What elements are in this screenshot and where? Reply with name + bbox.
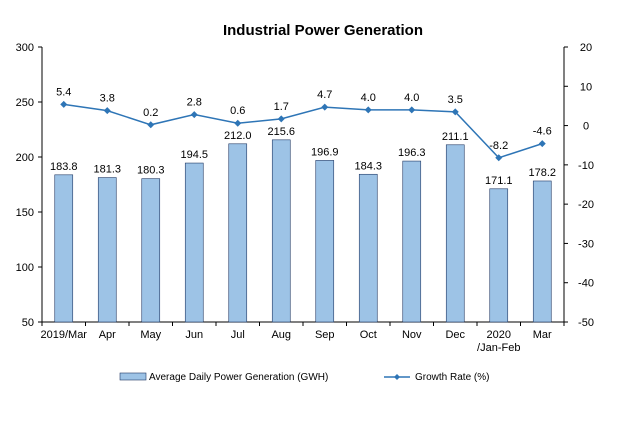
x-tick-label: Mar: [533, 329, 552, 341]
line-point: [495, 154, 503, 162]
x-tick-label: Dec: [445, 329, 465, 341]
bar-value-label: 211.1: [442, 131, 469, 143]
bar: [532, 180, 552, 323]
line-value-label: 4.0: [404, 92, 419, 104]
x-tick-label: Apr: [99, 329, 116, 341]
line-point: [364, 106, 372, 114]
line-point: [147, 121, 155, 129]
bar-value-label: 178.2: [528, 167, 556, 179]
line-point: [277, 115, 285, 123]
bar-value-label: 196.3: [398, 147, 426, 159]
bar: [445, 144, 465, 323]
line-point: [538, 140, 546, 148]
line-value-label: 4.7: [317, 89, 332, 101]
bar: [228, 143, 248, 323]
line-value-label: 3.8: [100, 93, 115, 105]
line-value-label: 4.0: [361, 92, 376, 104]
x-tick-label: May: [140, 329, 161, 341]
left-tick-label: 150: [16, 207, 34, 219]
right-tick-label: -40: [578, 278, 594, 290]
data-labels: 183.8 181.3 180.3 194.5 212.0 215.6 196.9 184.3…: [50, 86, 556, 186]
line-point: [103, 107, 111, 115]
line-point: [190, 111, 198, 119]
line-value-label: -8.2: [489, 140, 508, 152]
bar: [271, 139, 291, 323]
bar-value-label: 183.8: [50, 161, 78, 173]
x-tick-label: Aug: [271, 329, 291, 341]
left-tick-label: 50: [22, 317, 34, 329]
x-tick-label: 2020/Jan-Feb: [477, 329, 520, 354]
legend-line-label: Growth Rate (%): [415, 372, 489, 383]
bar-value-label: 180.3: [137, 165, 165, 177]
bar-value-label: 184.3: [354, 160, 382, 172]
axes: 3002502001501005020100-10-20-30-40-50201…: [16, 42, 594, 354]
bar-value-label: 215.6: [267, 126, 295, 138]
line-value-label: -4.6: [533, 126, 552, 138]
bar: [315, 160, 335, 323]
left-tick-label: 300: [16, 42, 34, 54]
line-value-label: 2.8: [187, 97, 202, 109]
right-tick-label: 20: [580, 42, 592, 54]
x-tick-label: Jun: [185, 329, 203, 341]
bar-series: [54, 139, 552, 323]
bar-value-label: 196.9: [311, 146, 339, 158]
x-tick-label: Nov: [402, 329, 422, 341]
legend-line-marker: [394, 374, 400, 380]
line-point: [60, 100, 68, 108]
line-series: [60, 100, 546, 162]
left-tick-label: 200: [16, 152, 34, 164]
line-point: [408, 106, 416, 114]
right-tick-label: 0: [583, 121, 589, 133]
line-point: [234, 119, 242, 127]
legend: Average Daily Power Generation (GWH) Gro…: [119, 372, 489, 383]
right-tick-label: -50: [578, 317, 594, 329]
right-tick-label: -10: [578, 160, 594, 172]
line-point: [451, 108, 459, 116]
line-value-label: 0.6: [230, 105, 245, 117]
x-tick-label: Jul: [231, 329, 245, 341]
x-tick-label: Oct: [360, 329, 377, 341]
bar: [489, 188, 509, 323]
bar-value-label: 194.5: [180, 149, 208, 161]
line-point: [321, 103, 329, 111]
right-tick-label: -20: [578, 199, 594, 211]
legend-bar-swatch: [119, 372, 147, 381]
growth-rate-line: [63, 103, 543, 159]
left-tick-label: 100: [16, 262, 34, 274]
line-value-label: 1.7: [274, 101, 289, 113]
bar: [141, 178, 161, 323]
x-tick-label: 2019/Mar: [41, 329, 88, 341]
bar: [358, 173, 378, 323]
bar-value-label: 212.0: [224, 130, 252, 142]
line-value-label: 5.4: [56, 86, 71, 98]
bar: [402, 160, 422, 323]
line-value-label: 0.2: [143, 107, 158, 119]
x-tick-label: Sep: [315, 329, 335, 341]
bar: [97, 177, 117, 323]
bar-value-label: 171.1: [485, 175, 513, 187]
bar: [184, 162, 204, 323]
right-tick-label: -30: [578, 238, 594, 250]
legend-bar-label: Average Daily Power Generation (GWH): [149, 372, 328, 383]
right-tick-label: 10: [580, 81, 592, 93]
line-value-label: 3.5: [448, 94, 463, 106]
bar: [54, 174, 74, 323]
left-tick-label: 250: [16, 97, 34, 109]
chart-title: Industrial Power Generation: [223, 22, 423, 39]
bar-value-label: 181.3: [93, 164, 121, 176]
